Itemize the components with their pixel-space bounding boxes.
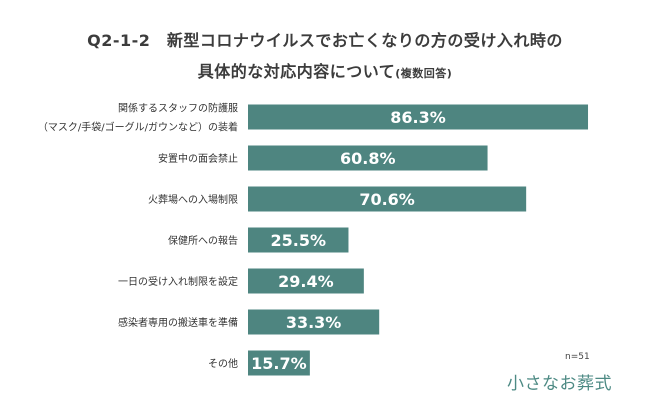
category-label-4: 保健所への報告 — [168, 234, 238, 247]
bar-6 — [248, 309, 380, 335]
category-label-3: 火葬場への入場制限 — [148, 193, 238, 206]
category-label-6: 感染者専用の搬送車を準備 — [118, 316, 238, 329]
category-label-1-line1: 関係するスタッフの防護服 — [118, 102, 238, 115]
category-label-2: 安置中の面会禁止 — [158, 152, 238, 165]
bar-value-label-6: 33.3% — [286, 313, 342, 332]
bar-4 — [248, 227, 349, 253]
bar-2 — [248, 145, 488, 171]
bar-5 — [248, 268, 364, 294]
bar-3 — [248, 186, 527, 212]
chart-title-line2: 具体的な対応内容について(複数回答) — [0, 58, 650, 82]
bar-1 — [248, 104, 589, 130]
category-label-1-line2: （マスク/手袋/ゴーグル/ガウンなど）の装着 — [38, 121, 238, 134]
bar-value-label-7: 15.7% — [251, 354, 307, 373]
bar-value-label-3: 70.6% — [359, 190, 415, 209]
category-label-5: 一日の受け入れ制限を設定 — [118, 275, 238, 288]
chart-title-line1: Q2-1-2 新型コロナウイルスでお亡くなりの方の受け入れ時の — [87, 31, 563, 50]
brand-logo: 小さなお葬式 — [507, 374, 612, 394]
bar-value-label-1: 86.3% — [390, 108, 446, 127]
bar-value-label-5: 29.4% — [278, 272, 334, 291]
category-label-7: その他 — [208, 357, 238, 370]
chart-title-note: (複数回答) — [395, 67, 453, 80]
bar-value-label-2: 60.8% — [340, 149, 396, 168]
chart-title-main: 具体的な対応内容について — [197, 62, 396, 81]
bar-value-label-4: 25.5% — [270, 231, 326, 250]
bar-7 — [248, 350, 310, 376]
sample-size-label: n=51 — [565, 352, 590, 362]
